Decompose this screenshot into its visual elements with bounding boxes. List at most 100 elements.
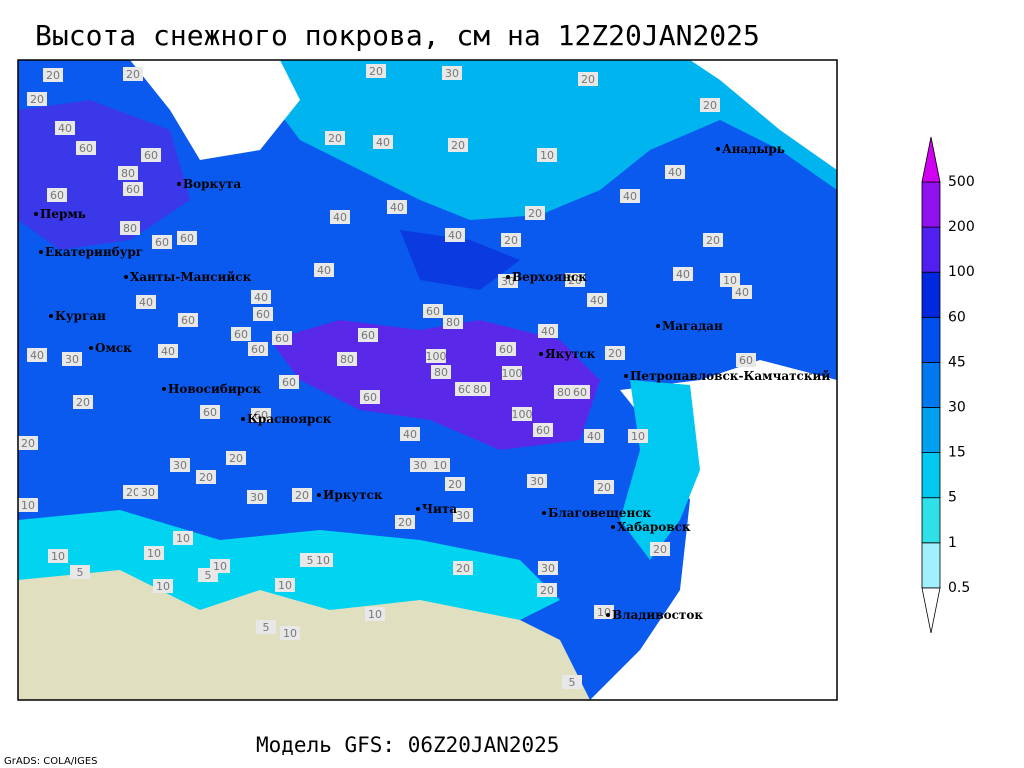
contour-label: 10: [275, 578, 295, 592]
city-name: Хабаровск: [617, 520, 691, 534]
contour-label: 20: [325, 131, 345, 145]
label-box: [27, 348, 47, 362]
contour-value: 20: [653, 543, 667, 556]
label-box: [431, 365, 451, 379]
contour-label: 60: [141, 148, 161, 162]
footer: Модель GFS: 06Z20JAN2025: [256, 733, 559, 757]
contour-value: 60: [50, 189, 64, 202]
city-dot: [506, 275, 510, 279]
contour-label: 100: [512, 407, 533, 421]
contour-label: 10: [628, 429, 648, 443]
city-name: Красноярск: [247, 412, 332, 426]
label-box: [537, 583, 557, 597]
label-box: [554, 385, 574, 399]
label-box: [673, 267, 693, 281]
contour-value: 60: [275, 332, 289, 345]
label-box: [292, 488, 312, 502]
deep-snow: [18, 100, 190, 250]
contour-value: 60: [203, 406, 217, 419]
contour-value: 80: [340, 353, 354, 366]
contour-label: 5: [256, 620, 276, 634]
label-box: [62, 352, 82, 366]
contour-label: 100: [426, 349, 447, 363]
contour-value: 40: [317, 264, 331, 277]
label-box: [256, 620, 276, 634]
label-box: [48, 549, 68, 563]
city-dot: [177, 182, 181, 186]
label-box: [210, 559, 230, 573]
contour-value: 40: [333, 211, 347, 224]
contour-value: 60: [181, 314, 195, 327]
label-box: [200, 405, 220, 419]
contour-value: 20: [540, 584, 554, 597]
city-dot: [611, 525, 615, 529]
label-box: [570, 385, 590, 399]
city-dot: [241, 417, 245, 421]
contour-value: 30: [65, 353, 79, 366]
city-dot: [49, 314, 53, 318]
contour-label: 10: [430, 458, 450, 472]
city-name: Новосибирск: [168, 382, 261, 396]
contour-label: 40: [373, 135, 393, 149]
contour-value: 10: [283, 627, 297, 640]
contour-label: 40: [584, 429, 604, 443]
contour-label: 20: [395, 515, 415, 529]
label-box: [594, 480, 614, 494]
contour-label: 60: [253, 307, 273, 321]
contour-label: 80: [337, 352, 357, 366]
label-box: [360, 390, 380, 404]
label-box: [512, 407, 532, 421]
contour-label: 80: [470, 382, 490, 396]
label-box: [527, 474, 547, 488]
label-box: [502, 366, 522, 380]
label-box: [533, 423, 553, 437]
label-box: [453, 561, 473, 575]
contour-label: 60: [248, 342, 268, 356]
contour-label: 20: [453, 561, 473, 575]
legend-swatch: [921, 316, 941, 363]
contour-value: 40: [668, 166, 682, 179]
label-box: [587, 293, 607, 307]
contour-value: 40: [587, 430, 601, 443]
city-name: Омск: [95, 341, 132, 355]
contour-value: 60: [573, 386, 587, 399]
city-dot: [34, 212, 38, 216]
label-box: [247, 490, 267, 504]
label-box: [170, 458, 190, 472]
contour-value: 20: [21, 437, 35, 450]
contour-label: 10: [48, 549, 68, 563]
label-box: [141, 148, 161, 162]
label-box: [410, 458, 430, 472]
label-box: [430, 458, 450, 472]
contour-value: 10: [21, 499, 35, 512]
contour-label: 60: [279, 375, 299, 389]
contour-label: 60: [272, 331, 292, 345]
contour-value: 40: [161, 345, 175, 358]
label-box: [251, 290, 271, 304]
label-box: [138, 485, 158, 499]
contour-value: 40: [390, 201, 404, 214]
label-box: [448, 138, 468, 152]
city-name: Воркута: [183, 177, 241, 191]
contour-value: 20: [126, 486, 140, 499]
contour-label: 10: [153, 579, 173, 593]
contour-value: 10: [631, 430, 645, 443]
contour-value: 20: [448, 478, 462, 491]
contour-label: 40: [27, 348, 47, 362]
contour-value: 10: [597, 606, 611, 619]
contour-value: 20: [706, 234, 720, 247]
contour-value: 10: [433, 459, 447, 472]
contour-label: 20: [43, 68, 63, 82]
contour-label: 20: [594, 480, 614, 494]
label-box: [470, 382, 490, 396]
label-box: [562, 675, 582, 689]
contour-label: 60: [423, 304, 443, 318]
contour-label: 60: [231, 327, 251, 341]
label-box: [605, 346, 625, 360]
city-name: Анадырь: [722, 142, 785, 156]
contour-label: 60: [251, 408, 271, 422]
label-box: [628, 429, 648, 443]
legend-swatch: [921, 587, 941, 633]
label-box: [153, 579, 173, 593]
legend-label: 500: [948, 174, 975, 190]
